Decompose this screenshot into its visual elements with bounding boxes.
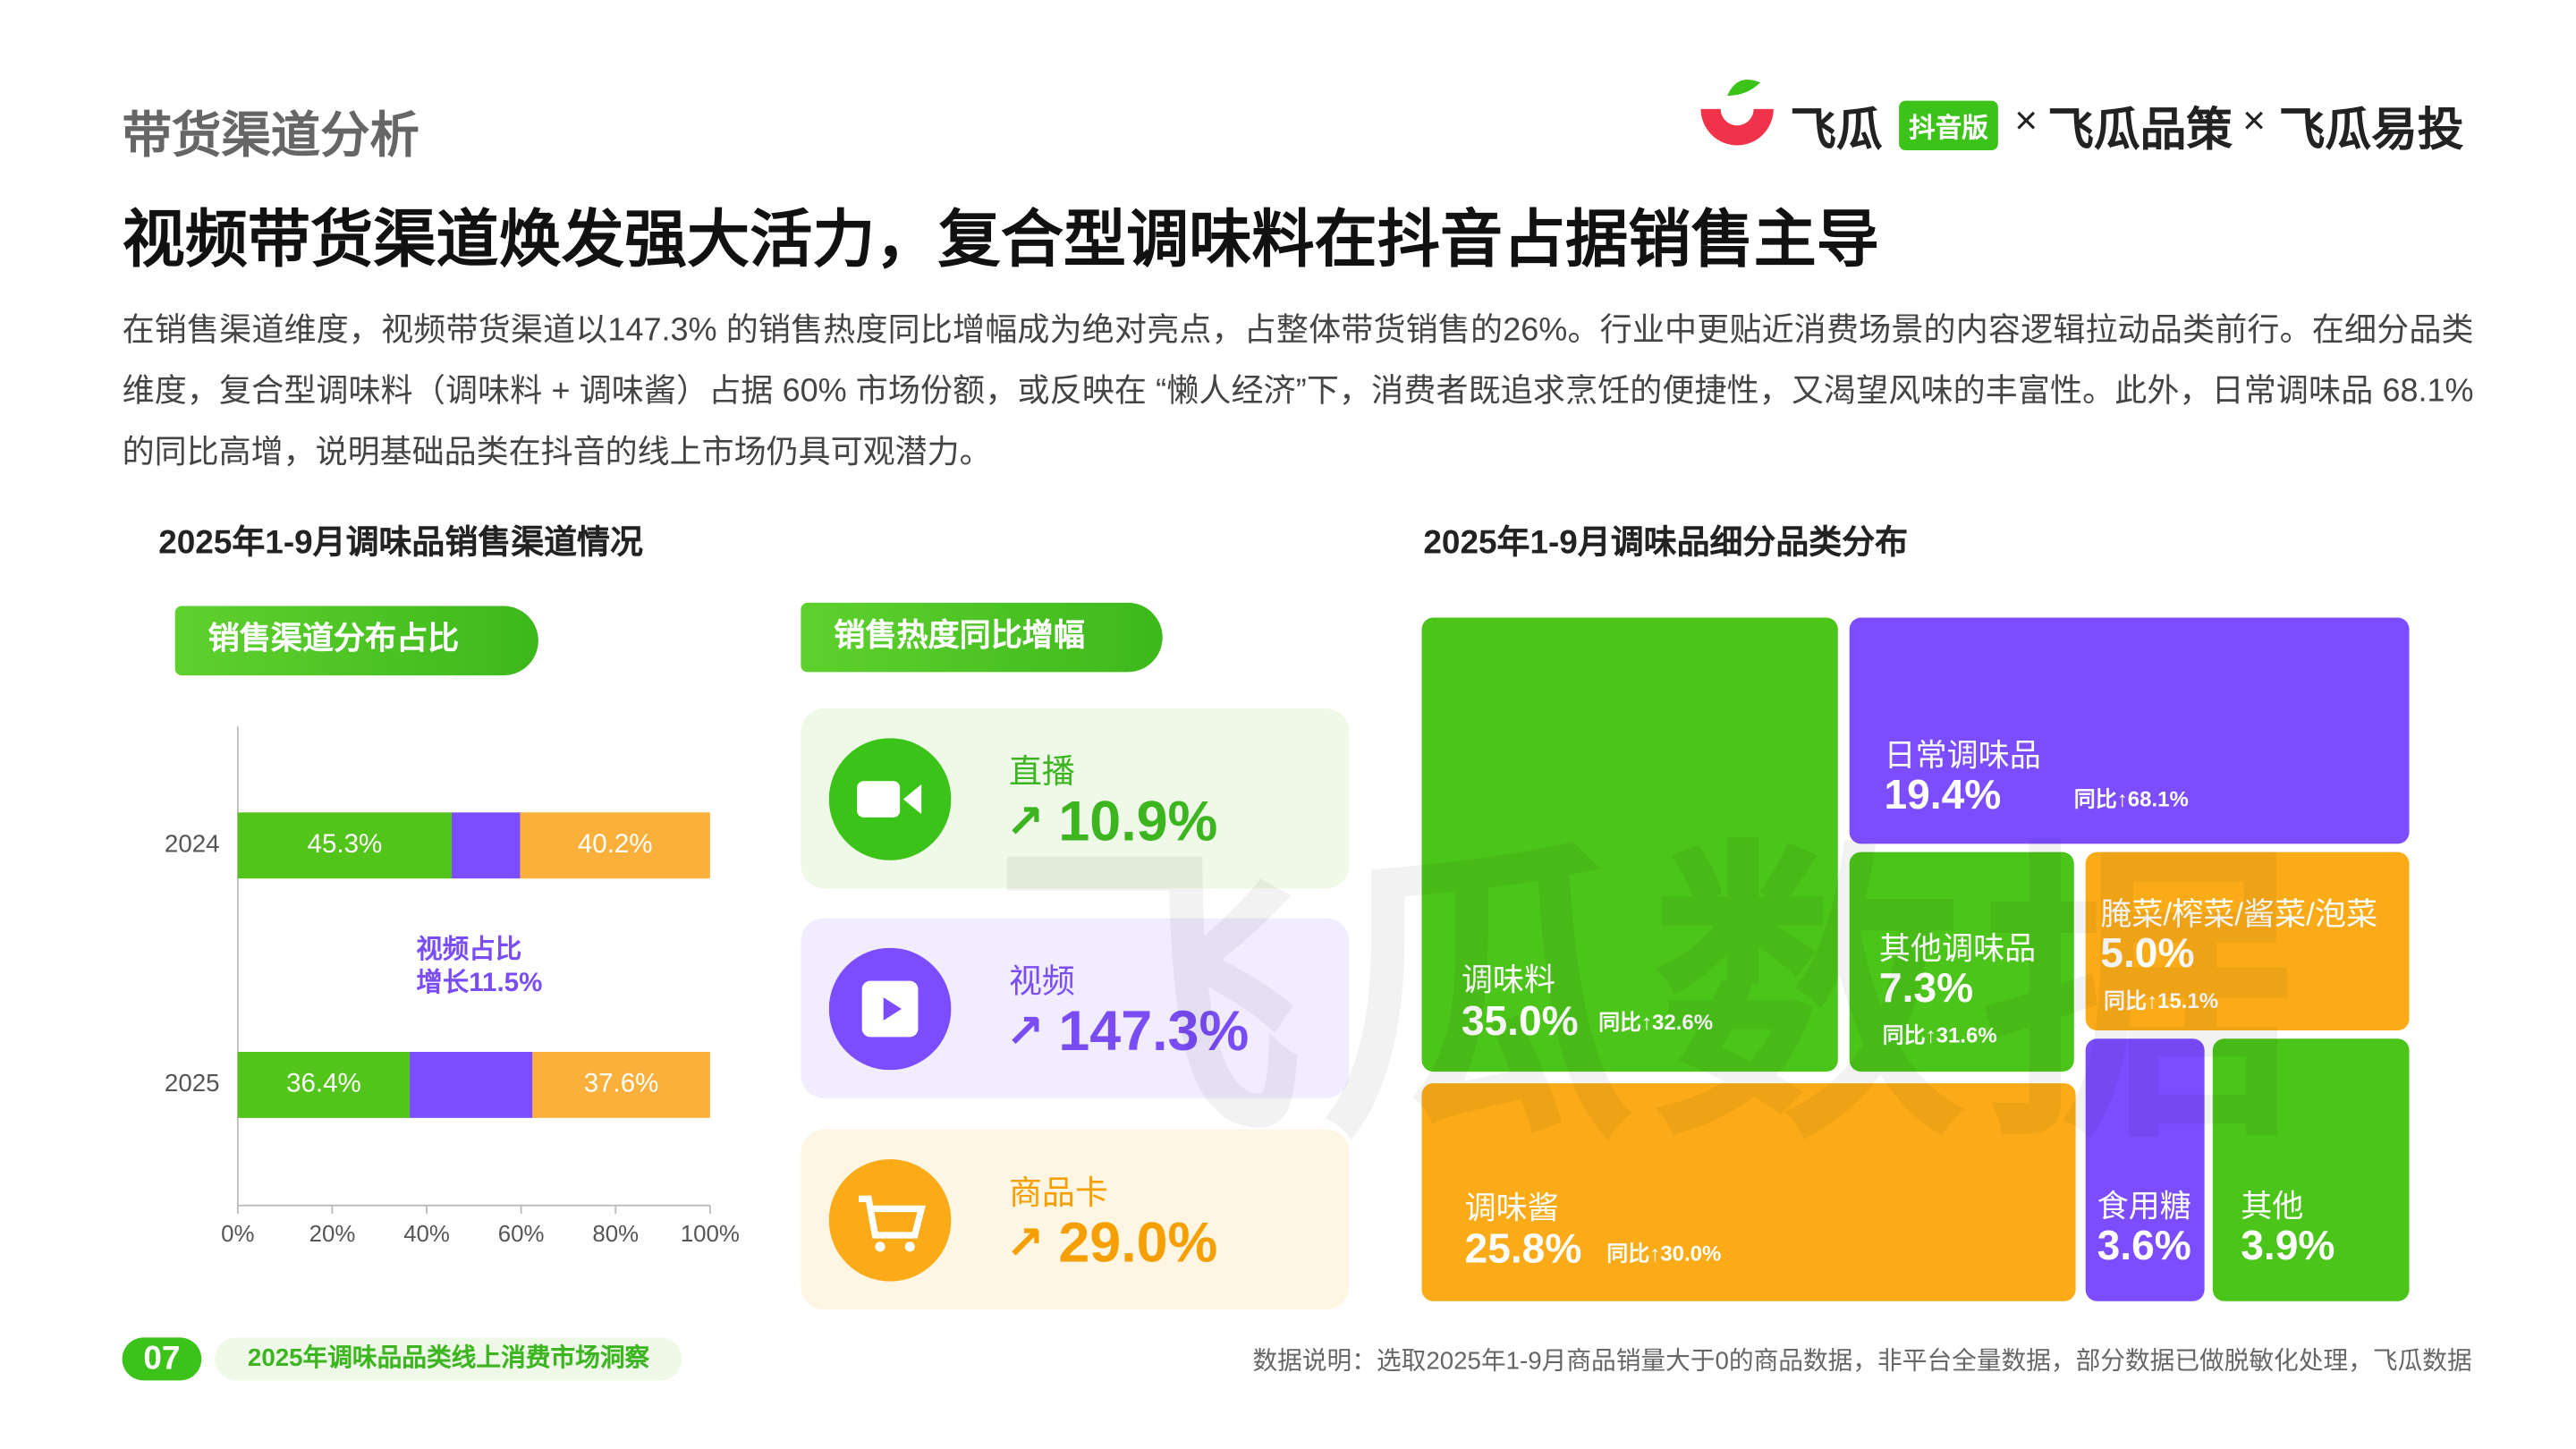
cell-value: 7.3% (1879, 964, 1973, 1011)
arrow: ↗ (1005, 1005, 1045, 1057)
logo-product: 飞瓜品策 (2047, 104, 2233, 156)
arrow: ↗ (1005, 1216, 1045, 1268)
cell-growth: 同比↑68.1% (2074, 788, 2189, 812)
section-tag: 销售渠道分布占比 (174, 606, 538, 676)
card-value: 29.0% (1058, 1212, 1218, 1275)
card-label: 直播 (1009, 754, 1075, 792)
icon (828, 738, 952, 860)
treemap-cell (1421, 1083, 2076, 1301)
icon (828, 947, 952, 1071)
y-tick-label: 2024 (165, 830, 220, 858)
growth-card: 直播 ↗ 10.9% (801, 708, 1350, 889)
page-number: 07 (122, 1337, 202, 1381)
cell-name: 日常调味品 (1884, 739, 2040, 774)
cell-value: 5.0% (2100, 929, 2194, 976)
cell-name: 其他调味品 (1879, 932, 2036, 967)
data-label: 40.2% (578, 829, 653, 859)
cell-growth: 同比↑30.0% (1606, 1241, 1721, 1266)
cell-growth: 同比↑32.6% (1598, 1011, 1713, 1035)
data-label: 45.3% (308, 829, 383, 859)
x-tick-label: 80% (592, 1222, 639, 1247)
card-label: 视频 (1009, 964, 1075, 1001)
annotation: 增长11.5% (416, 968, 542, 997)
logo-badge: 抖音版 (1899, 100, 1998, 150)
x-tick-label: 60% (498, 1222, 545, 1247)
cell-value: 3.9% (2241, 1222, 2334, 1268)
cell-value: 19.4% (1884, 771, 2001, 818)
treemap-cell (1421, 617, 1838, 1072)
watermark: 飞瓜数据 (990, 824, 2312, 1174)
section-title: 带货渠道分析 (122, 108, 419, 164)
treemap-cell (2212, 1038, 2410, 1301)
section-tag: 销售热度同比增幅 (801, 602, 1163, 673)
cell-value: 35.0% (1462, 997, 1579, 1044)
cell-value: 3.6% (2097, 1222, 2191, 1268)
card-value: 10.9% (1058, 791, 1218, 854)
x-tick-label: 0% (221, 1222, 254, 1247)
x-tick-label: 40% (403, 1222, 450, 1247)
growth-card: 商品卡 ↗ 29.0% (801, 1129, 1350, 1309)
treemap-cell (2085, 852, 2410, 1030)
cell-name: 食用糖 (2097, 1190, 2191, 1224)
paragraph: 在销售渠道维度，视频带货渠道以147.3% 的销售热度同比增幅成为绝对亮点，占整… (122, 311, 2474, 471)
growth-card: 视频 ↗ 147.3% (801, 918, 1350, 1098)
logo-icon (1700, 79, 1774, 146)
bar-segment (532, 1052, 710, 1118)
cell-value: 25.8% (1465, 1225, 1582, 1272)
report-name: 2025年调味品品类线上消费市场洞察 (215, 1337, 683, 1381)
y-tick-label: 2025 (165, 1069, 220, 1097)
data-label: 36.4% (286, 1069, 361, 1098)
logo-brand: 飞瓜 (1790, 104, 1883, 156)
card-value: 147.3% (1058, 1000, 1250, 1063)
arrow: ↗ (1005, 795, 1045, 848)
bar-segment (452, 812, 521, 879)
icon (828, 1159, 952, 1282)
cell-name: 调味酱 (1465, 1191, 1559, 1225)
cell-name: 其他 (2241, 1190, 2303, 1224)
page-title: 视频带货渠道焕发强大活力，复合型调味料在抖音占据销售主导 (122, 206, 1879, 276)
x-tick-label: 20% (309, 1222, 356, 1247)
cell-growth: 同比↑31.6% (1883, 1024, 1997, 1048)
data-label: 37.6% (584, 1069, 659, 1098)
bar-segment (237, 812, 453, 879)
bar-segment (237, 1052, 411, 1118)
data-note: 数据说明：选取2025年1-9月商品销量大于0的商品数据，非平台全量数据，部分数… (1252, 1347, 2472, 1376)
x-tick-label: 100% (681, 1222, 740, 1247)
annotation: 视频占比 (416, 935, 521, 964)
logo-separator: × (2242, 98, 2266, 144)
bar-segment (410, 1052, 533, 1118)
cell-growth: 同比↑15.1% (2104, 989, 2218, 1013)
chart-title: 2025年1-9月调味品销售渠道情况 (158, 525, 643, 562)
cell-name: 腌菜/榨菜/酱菜/泡菜 (2100, 897, 2377, 932)
logo-separator: × (2014, 98, 2038, 144)
logo-product: 飞瓜易投 (2278, 104, 2464, 156)
bar-segment (520, 812, 710, 879)
card-label: 商品卡 (1009, 1175, 1108, 1213)
treemap-cell (2085, 1038, 2205, 1301)
treemap-cell (1849, 617, 2410, 844)
cell-name: 调味料 (1462, 963, 1555, 998)
treemap-cell (1849, 852, 2074, 1072)
chart-title: 2025年1-9月调味品细分品类分布 (1423, 525, 1909, 562)
